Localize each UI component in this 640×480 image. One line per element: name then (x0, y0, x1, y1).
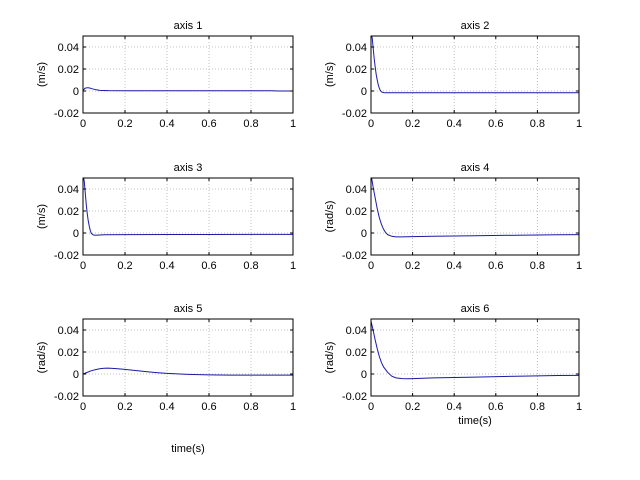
plot-area (371, 178, 579, 255)
x-tick-label: 1 (290, 260, 296, 272)
plot-area (83, 178, 293, 255)
x-tick-label: 0.4 (159, 260, 174, 272)
series-line-1 (371, 178, 579, 238)
y-axis-label: (rad/s) (324, 342, 336, 374)
x-tick-label: 0.2 (405, 401, 420, 413)
x-tick-label: 0.6 (201, 401, 216, 413)
x-tick-label: 0.6 (201, 118, 216, 130)
x-tick-label: 0.8 (530, 401, 545, 413)
x-tick-label: 0.4 (159, 118, 174, 130)
series-line-1 (83, 87, 293, 92)
y-tick-label: 0 (361, 86, 367, 98)
plot-area (371, 319, 579, 396)
x-tick-label: 0.6 (488, 118, 503, 130)
x-tick-label: 0.8 (530, 118, 545, 130)
y-axis-label: (m/s) (36, 62, 48, 87)
x-tick-label: 0.2 (117, 401, 132, 413)
y-axis-label: (rad/s) (324, 201, 336, 233)
y-tick-label: 0.02 (346, 347, 367, 359)
x-tick-label: 0.2 (117, 118, 132, 130)
x-tick-label: 1 (290, 118, 296, 130)
axes-box (82, 35, 294, 114)
x-tick-label: 0.2 (117, 260, 132, 272)
plot-area (83, 36, 293, 113)
x-tick-label: 1 (290, 401, 296, 413)
y-tick-label: 0.04 (58, 325, 79, 337)
y-axis-label: (m/s) (36, 204, 48, 229)
subplot-title: axis 6 (461, 303, 490, 315)
x-tick-label: 0 (80, 260, 86, 272)
x-tick-label: 0 (368, 260, 374, 272)
subplot-title: axis 5 (174, 303, 203, 315)
x-tick-label: 0.6 (488, 260, 503, 272)
axes-box (82, 177, 294, 256)
y-tick-label: 0 (361, 369, 367, 381)
plot-area (83, 319, 293, 396)
y-tick-label: 0.02 (58, 64, 79, 76)
y-tick-label: -0.02 (342, 108, 367, 120)
y-tick-label: 0.02 (346, 64, 367, 76)
y-axis-label: (rad/s) (36, 342, 48, 374)
y-tick-label: -0.02 (342, 250, 367, 262)
y-tick-label: 0.02 (58, 206, 79, 218)
y-axis-label: (m/s) (324, 62, 336, 87)
series-line-1 (83, 178, 293, 236)
x-tick-label: 0 (80, 118, 86, 130)
x-tick-label: 0 (368, 118, 374, 130)
y-tick-label: 0.02 (346, 206, 367, 218)
y-tick-label: 0 (73, 228, 79, 240)
series-line-1 (371, 36, 579, 94)
x-tick-label: 0.8 (530, 260, 545, 272)
y-tick-label: -0.02 (54, 108, 79, 120)
subplot-title: axis 4 (461, 162, 490, 174)
x-tick-label: 1 (576, 401, 582, 413)
y-tick-label: 0.02 (58, 347, 79, 359)
x-tick-label: 0.8 (243, 260, 258, 272)
y-tick-label: 0.04 (346, 325, 367, 337)
x-tick-label: 0 (80, 401, 86, 413)
x-tick-label: 0.4 (447, 118, 462, 130)
series-line-1 (371, 321, 579, 380)
x-tick-label: 0.4 (447, 260, 462, 272)
x-tick-label: 0.8 (243, 401, 258, 413)
subplot-title: axis 3 (174, 162, 203, 174)
axes-box (82, 318, 294, 397)
y-tick-label: 0 (73, 369, 79, 381)
y-tick-label: 0 (73, 86, 79, 98)
y-tick-label: 0.04 (58, 42, 79, 54)
plot-area (371, 36, 579, 113)
axes-box (370, 35, 580, 114)
subplot-title: axis 2 (461, 20, 490, 32)
x-tick-label: 0.6 (201, 260, 216, 272)
x-tick-label: 1 (576, 260, 582, 272)
x-tick-label: 0.6 (488, 401, 503, 413)
y-tick-label: -0.02 (54, 250, 79, 262)
x-axis-label: time(s) (171, 443, 205, 455)
axes-box (370, 318, 580, 397)
x-tick-label: 0.2 (405, 260, 420, 272)
x-tick-label: 0.8 (243, 118, 258, 130)
x-tick-label: 0.2 (405, 118, 420, 130)
y-tick-label: -0.02 (342, 391, 367, 403)
y-tick-label: 0.04 (58, 184, 79, 196)
y-tick-label: -0.02 (54, 391, 79, 403)
y-tick-label: 0.04 (346, 184, 367, 196)
axes-box (370, 177, 580, 256)
x-tick-label: 0.4 (159, 401, 174, 413)
x-axis-label: time(s) (458, 415, 492, 427)
series-line-1 (83, 367, 293, 376)
x-tick-label: 0 (368, 401, 374, 413)
y-tick-label: 0.04 (346, 42, 367, 54)
x-tick-label: 0.4 (447, 401, 462, 413)
y-tick-label: 0 (361, 228, 367, 240)
x-tick-label: 1 (576, 118, 582, 130)
subplot-title: axis 1 (174, 20, 203, 32)
